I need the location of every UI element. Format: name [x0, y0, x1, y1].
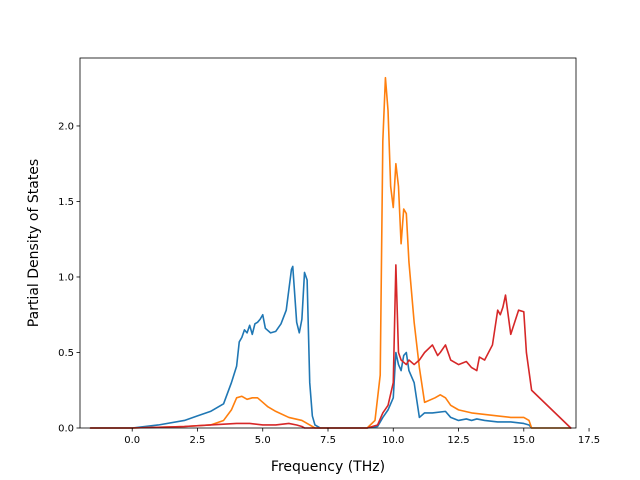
series-line-1 — [89, 265, 572, 429]
y-tick-label: 2.0 — [58, 121, 74, 132]
x-tick-label: 17.5 — [578, 435, 600, 446]
y-axis: 0.0 0.5 1.0 1.5 2.0 — [58, 121, 80, 435]
series-line-2 — [89, 76, 572, 429]
plot-background — [80, 58, 576, 428]
y-tick-label: 1.0 — [58, 272, 74, 283]
x-tick-label: 2.5 — [190, 435, 206, 446]
y-tick-label: 0.0 — [58, 424, 74, 435]
x-tick-label: 5.0 — [255, 435, 271, 446]
x-tick-label: 7.5 — [320, 435, 336, 446]
series-line-3 — [89, 264, 572, 429]
y-tick-label: 1.5 — [58, 197, 74, 208]
x-axis: 0.0 2.5 5.0 7.5 10.0 12.5 15.0 17.5 — [124, 428, 600, 446]
y-axis-label: Partial Density of States — [26, 159, 42, 327]
x-tick-label: 0.0 — [124, 435, 140, 446]
x-tick-label: 15.0 — [513, 435, 535, 446]
x-axis-label: Frequency (THz) — [271, 459, 385, 475]
series-layer — [89, 76, 572, 429]
x-tick-label: 12.5 — [447, 435, 469, 446]
x-tick-label: 10.0 — [382, 435, 404, 446]
y-tick-label: 0.5 — [58, 348, 74, 359]
